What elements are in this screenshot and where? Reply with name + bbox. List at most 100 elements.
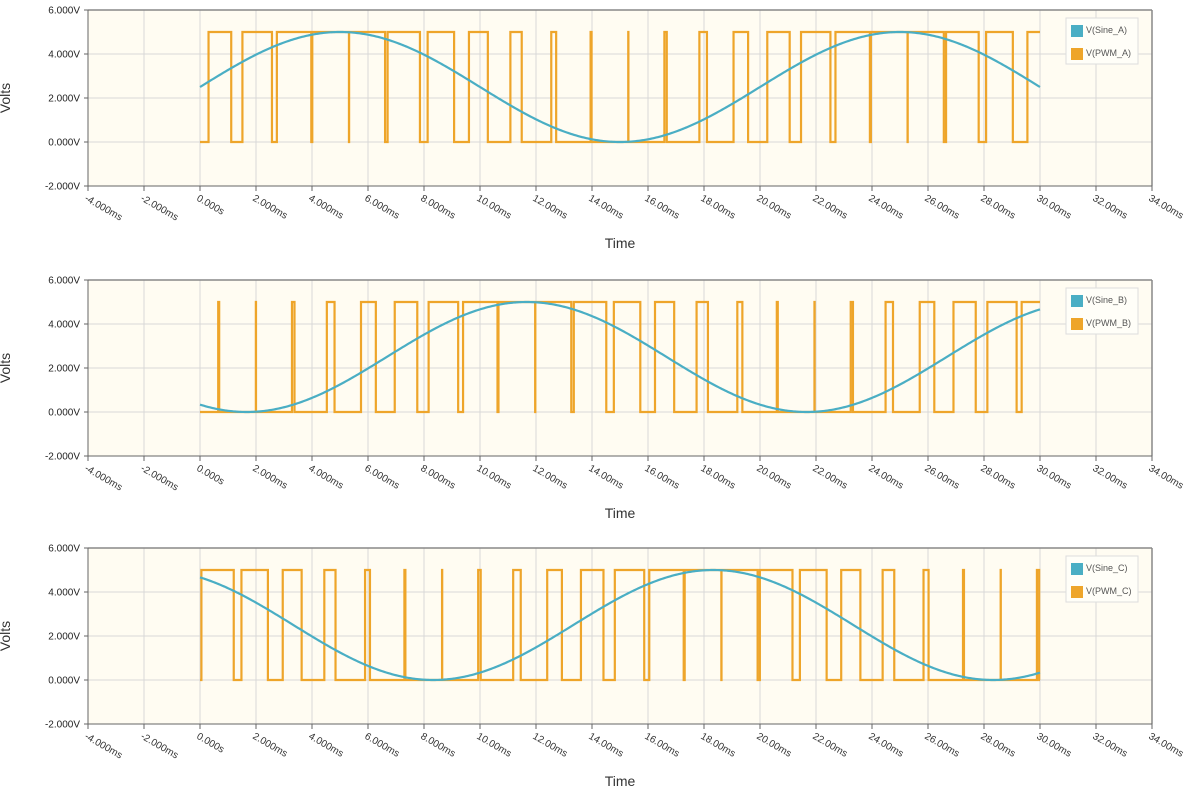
x-tick-label: 22.00ms [811,193,850,222]
legend-a: V(Sine_A) V(PWM_A) [1065,17,1139,65]
legend-b: V(Sine_B) V(PWM_B) [1065,287,1139,335]
y-axis-title: Volts [0,353,13,383]
x-tick-label: 10.00ms [475,731,514,760]
x-tick-label: 22.00ms [811,731,850,760]
y-tick-label: 0.000V [48,676,80,687]
y-tick-label: 0.000V [48,408,80,419]
y-axis-title: Volts [0,83,13,113]
x-tick-label: 4.000ms [307,731,346,760]
x-tick-label: 10.00ms [475,463,514,492]
x-tick-label: 0.000s [195,193,227,218]
x-tick-label: 26.00ms [923,463,962,492]
y-tick-label: 4.000V [48,588,80,599]
x-tick-label: 26.00ms [923,193,962,222]
x-tick-label: 18.00ms [699,731,738,760]
x-tick-label: 22.00ms [811,463,850,492]
x-axis-title: Time [605,235,636,251]
x-tick-label: 8.000ms [419,731,458,760]
legend-label: V(PWM_C) [1086,586,1132,596]
series-line-pwm-b [200,300,1040,414]
series-line-pwm-a [200,30,1040,144]
x-tick-label: 20.00ms [755,193,794,222]
x-tick-label: 6.000ms [363,193,402,222]
x-tick-label: 2.000ms [251,193,290,222]
x-tick-label: 6.000ms [363,463,402,492]
series-line-sine-a [199,30,1041,144]
x-tick-label: 32.00ms [1091,193,1130,222]
legend-label: V(Sine_B) [1086,295,1127,305]
x-tick-label: 0.000s [195,731,227,756]
y-tick-label: -2.000V [45,452,80,463]
chart-c-svg: 6.000V 4.000V 2.000V 0.000V -2.000V-4.000ms -… [0,544,1185,790]
y-tick-label: 0.000V [48,138,80,149]
legend-swatch [1071,318,1083,330]
x-axis-title: Time [605,773,636,789]
y-tick-label: 4.000V [48,320,80,331]
y-tick-label: 2.000V [48,632,80,643]
x-tick-label: 4.000ms [307,463,346,492]
y-tick-label: 2.000V [48,364,80,375]
series-line-sine-b [199,300,1041,414]
x-tick-label: 14.00ms [587,193,626,222]
legend-swatch [1071,586,1083,598]
legend-swatch [1071,295,1083,307]
x-tick-label: 12.00ms [531,193,570,222]
x-tick-label: 30.00ms [1035,193,1074,222]
x-tick-label: -4.000ms [83,731,125,761]
x-tick-label: 2.000ms [251,463,290,492]
y-tick-label: -2.000V [45,182,80,193]
x-tick-label: 30.00ms [1035,463,1074,492]
x-tick-label: 12.00ms [531,463,570,492]
y-tick-label: 6.000V [48,6,80,17]
chart-panel-a: 6.000V 4.000V 2.000V 0.000V -2.000V -4.000ms -… [0,0,1189,265]
x-tick-label: 28.00ms [979,463,1018,492]
x-tick-label: -4.000ms [83,193,125,223]
x-tick-label: 16.00ms [643,731,682,760]
legend-label: V(PWM_A) [1086,48,1131,58]
x-tick-label: -4.000ms [83,463,125,493]
x-tick-label: 6.000ms [363,731,402,760]
x-tick-label: 8.000ms [419,463,458,492]
x-tick-label: 32.00ms [1091,463,1130,492]
x-tick-label: 24.00ms [867,463,906,492]
chart-panel-b: 6.000V 4.000V 2.000V 0.000V -2.000V -4.000ms -… [0,270,1189,535]
chart-b-svg: 6.000V 4.000V 2.000V 0.000V -2.000V-4.000ms -… [0,276,1186,522]
x-tick-label: 16.00ms [643,463,682,492]
x-tick-label: 20.00ms [755,731,794,760]
legend-swatch [1071,563,1083,575]
y-tick-label: 6.000V [48,544,80,555]
x-tick-label: 14.00ms [587,463,626,492]
y-tick-label: 6.000V [48,276,80,287]
x-tick-label: 10.00ms [475,193,514,222]
legend-label: V(Sine_A) [1086,25,1127,35]
x-tick-label: -2.000ms [139,731,181,761]
x-tick-label: -2.000ms [139,193,181,223]
x-tick-label: 18.00ms [699,463,738,492]
x-tick-label: 24.00ms [867,731,906,760]
y-tick-label: 4.000V [48,50,80,61]
legend-swatch [1071,48,1083,60]
x-tick-label: 32.00ms [1091,731,1130,760]
x-tick-label: 4.000ms [307,193,346,222]
x-tick-label: 26.00ms [923,731,962,760]
x-tick-label: 24.00ms [867,193,906,222]
x-tick-label: 16.00ms [643,193,682,222]
legend-c: V(Sine_C) V(PWM_C) [1065,555,1139,603]
x-tick-label: 30.00ms [1035,731,1074,760]
x-tick-label: 14.00ms [587,731,626,760]
chart-panel-c: 6.000V 4.000V 2.000V 0.000V -2.000V -4.000ms -… [0,538,1189,796]
y-tick-label: -2.000V [45,720,80,731]
x-tick-label: 0.000s [195,463,227,488]
x-tick-label: 34.00ms [1147,463,1186,492]
x-tick-label: 20.00ms [755,463,794,492]
legend-label: V(PWM_B) [1086,318,1131,328]
x-axis-title: Time [605,505,636,521]
x-tick-label: 28.00ms [979,731,1018,760]
series-line-pwm-c [200,568,1041,682]
series-line-sine-c [199,568,1041,682]
x-tick-label: 28.00ms [979,193,1018,222]
chart-a-svg: 6.000V 4.000V 2.000V 0.000V -2.000V-4.000ms -… [0,6,1186,252]
legend-swatch [1071,25,1083,37]
x-tick-label: 34.00ms [1147,193,1186,222]
y-axis-title: Volts [0,621,13,651]
